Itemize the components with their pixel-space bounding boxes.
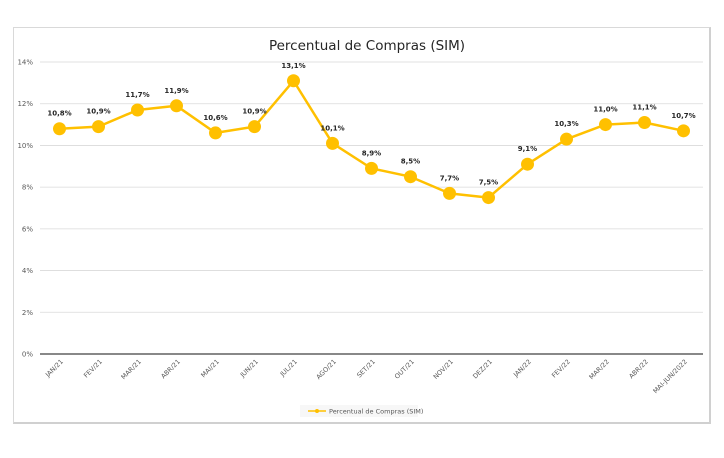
data-point — [560, 132, 573, 146]
x-tick-label: MAI-JUN/2022 — [651, 358, 688, 395]
data-label: 10,8% — [47, 110, 71, 118]
x-tick-label: NOV/21 — [432, 358, 455, 381]
data-point — [443, 186, 456, 200]
data-label: 10,6% — [203, 114, 227, 122]
data-point — [404, 170, 417, 184]
legend-box — [300, 405, 418, 417]
data-point — [599, 118, 612, 132]
data-labels: 10,8% 10,9% 11,7% 11,9% 10,6% 10,9% 13,1% 10,1%… — [47, 62, 695, 187]
data-label: 7,7% — [440, 174, 459, 182]
data-label: 13,1% — [281, 62, 305, 70]
x-tick-label: JAN/21 — [43, 358, 65, 380]
data-label: 10,1% — [320, 124, 344, 132]
data-point — [92, 120, 105, 134]
chart-title: Percentual de Compras (SIM) — [269, 38, 465, 54]
series-polyline — [59, 79, 684, 199]
legend-dot-marker — [315, 409, 319, 413]
data-label: 11,9% — [164, 87, 188, 95]
data-label: 8,5% — [401, 158, 420, 166]
x-tick-label: OUT/21 — [393, 358, 416, 381]
x-tick-label: JUL/21 — [278, 358, 299, 379]
chart-frame — [13, 27, 711, 424]
data-points — [53, 74, 690, 205]
data-label: 10,7% — [671, 112, 695, 120]
data-point — [209, 126, 222, 140]
data-point — [521, 157, 534, 171]
x-tick-label: ABR/22 — [627, 358, 650, 381]
data-label: 10,3% — [554, 120, 578, 128]
data-point — [326, 136, 339, 150]
data-point — [677, 124, 690, 138]
data-label: 11,7% — [125, 91, 149, 99]
data-point — [638, 115, 651, 129]
x-tick-label: AGO/21 — [315, 358, 338, 381]
y-tick-label: 6% — [22, 225, 33, 233]
x-tick-label: ABR/21 — [159, 358, 182, 381]
data-label: 8,9% — [362, 149, 381, 157]
y-tick-label: 0% — [22, 351, 33, 359]
y-tick-label: 14% — [17, 59, 33, 67]
data-point — [170, 99, 183, 113]
data-point — [482, 191, 495, 205]
y-tick-label: 10% — [17, 142, 33, 150]
series-line — [59, 79, 684, 199]
data-point — [248, 120, 261, 134]
x-axis-ticks: JAN/21 FEV/21 MAR/21 ABR/21 MAI/21 JUN/21 JUL/… — [43, 358, 689, 395]
data-label: 10,9% — [86, 108, 110, 116]
data-point — [53, 122, 66, 136]
legend[interactable]: Percentual de Compras (SIM) — [300, 405, 423, 417]
data-point — [365, 161, 378, 175]
x-tick-label: JAN/22 — [511, 358, 533, 380]
data-label: 11,1% — [632, 103, 656, 111]
data-label: 9,1% — [518, 145, 537, 153]
x-tick-label: JUN/21 — [238, 358, 260, 380]
x-tick-label: MAR/21 — [120, 358, 143, 381]
x-tick-label: DEZ/21 — [471, 358, 494, 381]
x-tick-label: FEV/22 — [550, 358, 572, 380]
x-tick-label: SET/21 — [355, 358, 377, 380]
data-label: 10,9% — [242, 108, 266, 116]
y-tick-label: 4% — [22, 267, 33, 275]
gridlines — [40, 61, 703, 313]
data-point — [131, 103, 144, 117]
data-point — [287, 74, 300, 88]
data-label: 7,5% — [479, 179, 498, 187]
y-tick-label: 8% — [22, 184, 33, 192]
y-tick-label: 2% — [22, 309, 33, 317]
y-axis-ticks: 0% 2% 4% 6% 8% 10% 12% 14% — [17, 59, 33, 359]
x-tick-label: FEV/21 — [82, 358, 104, 380]
data-label: 11,0% — [593, 106, 617, 114]
legend-label: Percentual de Compras (SIM) — [329, 408, 423, 416]
y-tick-label: 12% — [17, 100, 33, 108]
x-tick-label: MAR/22 — [588, 358, 611, 381]
x-tick-label: MAI/21 — [199, 358, 221, 380]
